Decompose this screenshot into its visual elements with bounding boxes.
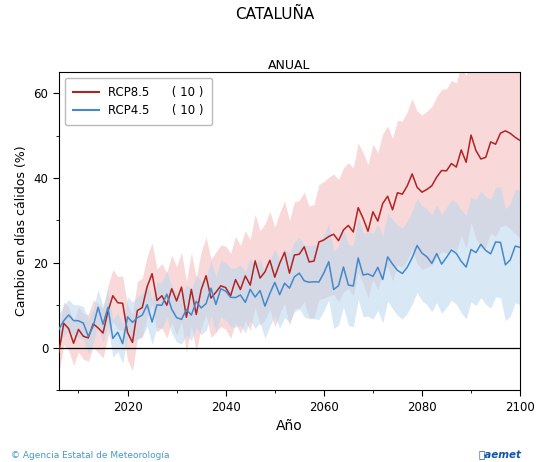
Y-axis label: Cambio en días cálidos (%): Cambio en días cálidos (%) (15, 146, 28, 316)
Text: ⓘaemet: ⓘaemet (478, 450, 521, 460)
Legend: RCP8.5      ( 10 ), RCP4.5      ( 10 ): RCP8.5 ( 10 ), RCP4.5 ( 10 ) (65, 78, 212, 125)
Text: CATALUÑA: CATALUÑA (235, 7, 315, 22)
X-axis label: Año: Año (276, 419, 303, 433)
Text: © Agencia Estatal de Meteorología: © Agencia Estatal de Meteorología (11, 451, 169, 460)
Title: ANUAL: ANUAL (268, 59, 311, 72)
